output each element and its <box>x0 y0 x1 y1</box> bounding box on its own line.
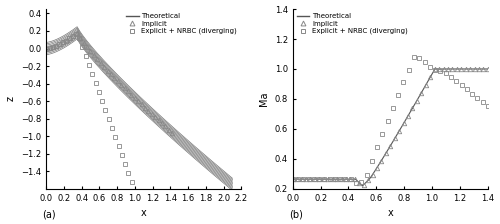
X-axis label: x: x <box>388 208 393 218</box>
Y-axis label: Ma: Ma <box>259 92 269 106</box>
Legend: Theoretical, Implicit, Explicit + NRBC (diverging): Theoretical, Implicit, Explicit + NRBC (… <box>126 13 238 35</box>
Legend: Theoretical, Implicit, Explicit + NRBC (diverging): Theoretical, Implicit, Explicit + NRBC (… <box>296 13 408 35</box>
X-axis label: x: x <box>141 208 146 218</box>
Text: (b): (b) <box>289 210 302 220</box>
Text: (a): (a) <box>42 210 56 220</box>
Y-axis label: z: z <box>6 97 16 101</box>
